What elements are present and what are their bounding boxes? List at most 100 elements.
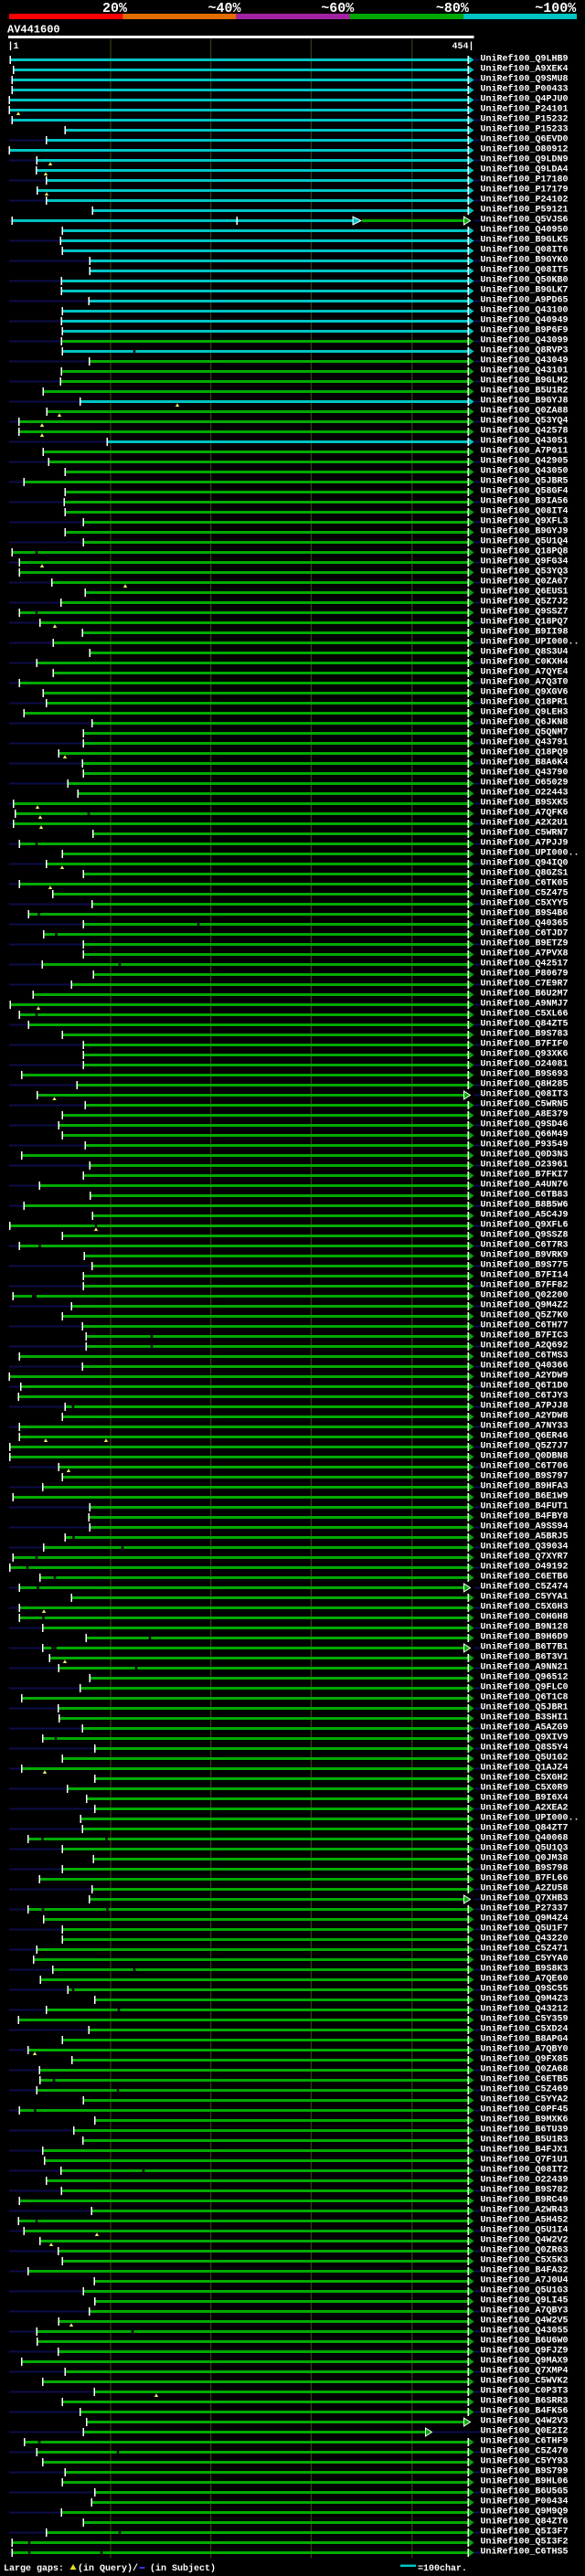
svg-text:UniRef100_Q93XK6: UniRef100_Q93XK6 xyxy=(481,1049,569,1060)
svg-text:UniRef100_B6SRR3: UniRef100_B6SRR3 xyxy=(481,2396,569,2407)
svg-text:UniRef100_B8B5W6: UniRef100_B8B5W6 xyxy=(481,1200,569,1211)
svg-text:UniRef100_C6TJY3: UniRef100_C6TJY3 xyxy=(481,1391,569,1402)
svg-text:UniRef100_A2XEA2: UniRef100_A2XEA2 xyxy=(481,1803,569,1814)
svg-text:UniRef100_Q9SD46: UniRef100_Q9SD46 xyxy=(481,1119,569,1130)
svg-text:UniRef100_Q9M4Z2: UniRef100_Q9M4Z2 xyxy=(481,1300,569,1311)
svg-text:UniRef100_B6U5G5: UniRef100_B6U5G5 xyxy=(481,2486,569,2497)
svg-text:UniRef100_O80912: UniRef100_O80912 xyxy=(481,144,569,155)
svg-text:(in Query)/: (in Query)/ xyxy=(78,2563,138,2574)
svg-text:UniRef100_C5YYA0: UniRef100_C5YYA0 xyxy=(481,1954,569,1965)
svg-text:UniRef100_B9S8K3: UniRef100_B9S8K3 xyxy=(481,1964,569,1975)
svg-text:UniRef100_Q84ZT6: UniRef100_Q84ZT6 xyxy=(481,2517,569,2528)
svg-text:UniRef100_Q40365: UniRef100_Q40365 xyxy=(481,918,569,929)
svg-text:UniRef100_C6T706: UniRef100_C6T706 xyxy=(481,1461,569,1472)
svg-text:UniRef100_B9S798: UniRef100_B9S798 xyxy=(481,1863,569,1874)
svg-text:UniRef100_Q1AJZ4: UniRef100_Q1AJZ4 xyxy=(481,1763,569,1774)
svg-text:UniRef100_A2ZU58: UniRef100_A2ZU58 xyxy=(481,1883,569,1894)
svg-text:UniRef100_Q08IT2: UniRef100_Q08IT2 xyxy=(481,2165,569,2176)
svg-text:UniRef100_P24102: UniRef100_P24102 xyxy=(481,195,569,206)
svg-text:UniRef100_B3SHI1: UniRef100_B3SHI1 xyxy=(481,1712,569,1723)
svg-text:UniRef100_Q6T1D0: UniRef100_Q6T1D0 xyxy=(481,1381,569,1392)
svg-text:UniRef100_O24081: UniRef100_O24081 xyxy=(481,1059,569,1070)
svg-text:UniRef100_C6TH77: UniRef100_C6TH77 xyxy=(481,1320,569,1331)
svg-text:UniRef100_Q43051: UniRef100_Q43051 xyxy=(481,436,569,447)
svg-text:=100char.: =100char. xyxy=(418,2563,467,2574)
svg-text:UniRef100_A7PJJ9: UniRef100_A7PJJ9 xyxy=(481,838,569,849)
svg-text:UniRef100_Q84ZT5: UniRef100_Q84ZT5 xyxy=(481,1019,569,1030)
svg-text:UniRef100_Q7XHB3: UniRef100_Q7XHB3 xyxy=(481,1893,569,1904)
svg-text:UniRef100_Q5I3F2: UniRef100_Q5I3F2 xyxy=(481,2537,569,2548)
svg-text:UniRef100_Q9XFL3: UniRef100_Q9XFL3 xyxy=(481,516,569,527)
svg-text:UniRef100_C5X0R9: UniRef100_C5X0R9 xyxy=(481,1783,569,1794)
svg-text:UniRef100_B9S775: UniRef100_B9S775 xyxy=(481,1260,569,1271)
svg-text:UniRef100_B6T7B1: UniRef100_B6T7B1 xyxy=(481,1642,569,1653)
svg-text:UniRef100_B7FL66: UniRef100_B7FL66 xyxy=(481,1873,569,1884)
svg-text:UniRef100_UPI000..: UniRef100_UPI000.. xyxy=(481,637,580,648)
svg-text:UniRef100_Q5Z7J7: UniRef100_Q5Z7J7 xyxy=(481,1441,569,1452)
svg-text:UniRef100_B9I6X4: UniRef100_B9I6X4 xyxy=(481,1793,569,1804)
svg-text:UniRef100_B9P6F9: UniRef100_B9P6F9 xyxy=(481,325,569,336)
svg-text:UniRef100_C5Z469: UniRef100_C5Z469 xyxy=(481,2084,569,2095)
svg-text:UniRef100_Q0ZA88: UniRef100_Q0ZA88 xyxy=(481,406,569,417)
svg-text:UniRef100_B4FBY8: UniRef100_B4FBY8 xyxy=(481,1511,569,1522)
svg-text:UniRef100_Q18PQ7: UniRef100_Q18PQ7 xyxy=(481,617,569,628)
svg-text:UniRef100_A9NN21: UniRef100_A9NN21 xyxy=(481,1662,569,1673)
svg-text:UniRef100_Q43220: UniRef100_Q43220 xyxy=(481,1934,569,1945)
svg-text:UniRef100_B9IA56: UniRef100_B9IA56 xyxy=(481,496,569,507)
svg-text:UniRef100_Q5U1Q4: UniRef100_Q5U1Q4 xyxy=(481,536,569,547)
svg-text:UniRef100_Q43055: UniRef100_Q43055 xyxy=(481,2326,569,2337)
svg-text:UniRef100_A7J0U4: UniRef100_A7J0U4 xyxy=(481,2275,569,2286)
svg-text:UniRef100_Q6T1C8: UniRef100_Q6T1C8 xyxy=(481,1692,569,1703)
svg-text:UniRef100_B9RC49: UniRef100_B9RC49 xyxy=(481,2195,569,2206)
svg-text:UniRef100_Q08IT5: UniRef100_Q08IT5 xyxy=(481,265,569,276)
svg-text:UniRef100_UPI000..: UniRef100_UPI000.. xyxy=(481,1813,580,1824)
svg-text:UniRef100_Q5Z7J2: UniRef100_Q5Z7J2 xyxy=(481,597,569,608)
svg-text:UniRef100_C0PF45: UniRef100_C0PF45 xyxy=(481,2104,569,2115)
svg-text:UniRef100_P27337: UniRef100_P27337 xyxy=(481,1903,569,1914)
svg-text:UniRef100_A7Q3T0: UniRef100_A7Q3T0 xyxy=(481,677,569,688)
svg-text:UniRef100_B6T3V1: UniRef100_B6T3V1 xyxy=(481,1652,569,1663)
svg-text:UniRef100_O22443: UniRef100_O22443 xyxy=(481,788,569,799)
svg-text:UniRef100_Q5Z7K0: UniRef100_Q5Z7K0 xyxy=(481,1310,569,1321)
svg-text:UniRef100_C5YY93: UniRef100_C5YY93 xyxy=(481,2456,569,2467)
svg-text:UniRef100_P15233: UniRef100_P15233 xyxy=(481,124,569,135)
svg-text:UniRef100_B6U2M7: UniRef100_B6U2M7 xyxy=(481,989,569,1000)
svg-text:UniRef100_Q18PQ9: UniRef100_Q18PQ9 xyxy=(481,747,569,758)
svg-text:UniRef100_Q43790: UniRef100_Q43790 xyxy=(481,768,569,779)
svg-text:UniRef100_B9GLK5: UniRef100_B9GLK5 xyxy=(481,235,569,246)
svg-text:UniRef100_P17180: UniRef100_P17180 xyxy=(481,175,569,186)
svg-text:UniRef100_C5X5K3: UniRef100_C5X5K3 xyxy=(481,2255,569,2266)
svg-text:UniRef100_Q53YQ3: UniRef100_Q53YQ3 xyxy=(481,567,569,578)
svg-text:UniRef100_Q9FX85: UniRef100_Q9FX85 xyxy=(481,2054,569,2065)
svg-text:UniRef100_Q50KB0: UniRef100_Q50KB0 xyxy=(481,275,569,286)
svg-text:UniRef100_B4FK56: UniRef100_B4FK56 xyxy=(481,2406,569,2417)
svg-text:UniRef100_C6TB83: UniRef100_C6TB83 xyxy=(481,1190,569,1201)
svg-text:UniRef100_Q9XFL6: UniRef100_Q9XFL6 xyxy=(481,1220,569,1231)
svg-text:UniRef100_Q9LHB9: UniRef100_Q9LHB9 xyxy=(481,54,569,65)
svg-text:UniRef100_Q9FJZ9: UniRef100_Q9FJZ9 xyxy=(481,2346,569,2357)
svg-text:UniRef100_B9ETZ9: UniRef100_B9ETZ9 xyxy=(481,938,569,949)
svg-text:~40%: ~40% xyxy=(208,1,242,16)
svg-text:UniRef100_Q43099: UniRef100_Q43099 xyxy=(481,335,569,346)
svg-text:UniRef100_A7PVX8: UniRef100_A7PVX8 xyxy=(481,949,569,959)
svg-text:UniRef100_C6ETB5: UniRef100_C6ETB5 xyxy=(481,2074,569,2085)
svg-text:UniRef100_C0HGH8: UniRef100_C0HGH8 xyxy=(481,1612,569,1623)
svg-text:UniRef100_Q43049: UniRef100_Q43049 xyxy=(481,355,569,366)
svg-text:UniRef100_Q5U1Q3: UniRef100_Q5U1Q3 xyxy=(481,1843,569,1854)
svg-text:UniRef100_Q7F1U1: UniRef100_Q7F1U1 xyxy=(481,2155,569,2166)
svg-text:UniRef100_Q6EUS1: UniRef100_Q6EUS1 xyxy=(481,587,569,598)
svg-text:UniRef100_B9S693: UniRef100_B9S693 xyxy=(481,1069,569,1080)
svg-text:UniRef100_P59121: UniRef100_P59121 xyxy=(481,205,569,216)
svg-text:UniRef100_A9PD65: UniRef100_A9PD65 xyxy=(481,295,569,306)
svg-text:UniRef100_C6TK05: UniRef100_C6TK05 xyxy=(481,878,569,889)
svg-text:UniRef100_C6TMS3: UniRef100_C6TMS3 xyxy=(481,1351,569,1362)
svg-text:UniRef100_C6T7R3: UniRef100_C6T7R3 xyxy=(481,1240,569,1251)
svg-text:UniRef100_Q84ZT7: UniRef100_Q84ZT7 xyxy=(481,1823,569,1834)
svg-text:UniRef100_B7FI14: UniRef100_B7FI14 xyxy=(481,1270,569,1281)
svg-text:UniRef100_Q08IT3: UniRef100_Q08IT3 xyxy=(481,1089,569,1100)
svg-text:UniRef100_Q5VJS6: UniRef100_Q5VJS6 xyxy=(481,215,569,226)
svg-text:UniRef100_Q43100: UniRef100_Q43100 xyxy=(481,305,569,316)
svg-text:(in Subject): (in Subject) xyxy=(150,2563,216,2574)
svg-text:UniRef100_Q9M4Z3: UniRef100_Q9M4Z3 xyxy=(481,1994,569,2005)
svg-text:UniRef100_Q9M4Z4: UniRef100_Q9M4Z4 xyxy=(481,1913,569,1924)
